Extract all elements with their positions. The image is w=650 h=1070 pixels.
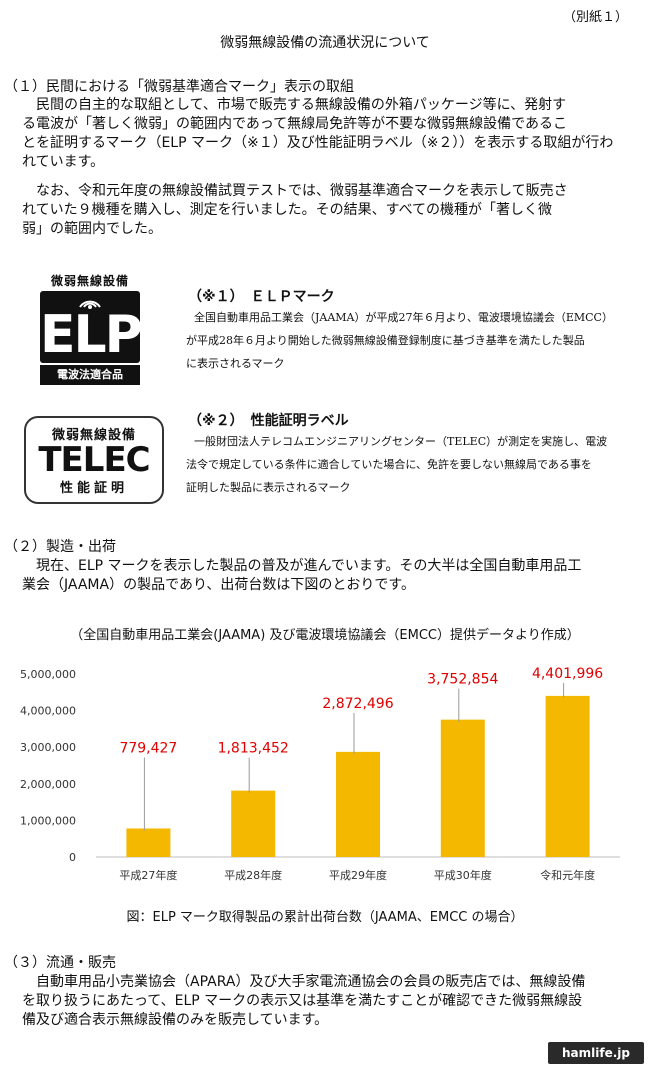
text-line: 全国自動車用品工業会（JAAMA）が平成27年６月より、電波環境協議会（EMCC…: [194, 311, 613, 324]
text-line: とを証明するマーク（ELP マーク（※１）及び性能証明ラベル（※２））を表示する…: [22, 135, 614, 151]
x-tick-label: 平成29年度: [329, 868, 387, 882]
elp-mark-logo: 微弱無線設備 ELP 電波法適合品: [40, 272, 143, 385]
elp-logo-box: ELP: [40, 291, 143, 365]
x-tick-label: 平成28年度: [224, 868, 282, 882]
text-line: 民間の自主的な取組として、市場で販売する無線設備の外箱パッケージ等に、発射す: [22, 97, 567, 113]
elp-logo-top-text: 微弱無線設備: [50, 274, 129, 288]
section1-para2: なお、令和元年度の無線設備試買テストでは、微弱基準適合マークを表示して販売さ れ…: [22, 182, 568, 239]
section3-para: 自動車用品小売業協会（APARA）及び大手家電流通協会の会員の販売店では、無線設…: [22, 973, 585, 1030]
text-line: 証明した製品に表示されるマーク: [186, 481, 351, 494]
text-line: 法令で規定している条件に適合していた場合に、免許を要しない無線局である事を: [186, 458, 592, 471]
bar-chart: 0 1,000,000 2,000,000 3,000,000 4,000,000 5,0…: [20, 666, 620, 882]
bar: [231, 790, 276, 857]
y-tick-label: 2,000,000: [20, 778, 76, 791]
y-tick-label: 1,000,000: [20, 814, 76, 827]
data-label: 779,427: [119, 740, 177, 756]
telec-logo-top-text: 微弱無線設備: [51, 428, 136, 443]
text-line: 現在、ELP マークを表示した製品の普及が進んでいます。その大半は全国自動車用品…: [22, 558, 582, 574]
figure-caption: 図：ELP マーク取得製品の累計出荷台数（JAAMA、EMCC の場合）: [126, 910, 524, 925]
section3-heading: （３）流通・販売: [4, 955, 116, 971]
bar: [545, 695, 590, 857]
y-tick-label: 4,000,000: [20, 705, 76, 718]
page-title: 微弱無線設備の流通状況について: [220, 35, 430, 51]
data-label: 2,872,496: [322, 696, 393, 712]
chart-source-caption: （全国自動車用品工業会(JAAMA) 及び電波環境協議会（EMCC）提供データよ…: [70, 628, 580, 643]
text-line: なお、令和元年度の無線設備試買テストでは、微弱基準適合マークを表示して販売さ: [22, 183, 568, 199]
note1-heading: （※１） ＥＬＰマーク: [188, 289, 335, 305]
elp-logo-bottom-text: 電波法適合品: [40, 365, 140, 385]
watermark-logo: hamlife.jp: [548, 1042, 644, 1064]
data-label: 1,813,452: [218, 741, 289, 757]
wireless-signal-icon: [79, 300, 101, 309]
data-label: 4,401,996: [532, 666, 603, 682]
section1-heading: （１）民間における「微弱基準適合マーク」表示の取組: [4, 79, 354, 95]
text-line: れていた９機種を購入し、測定を行いました。その結果、すべての機種が「著しく微: [22, 202, 553, 218]
text-line: る電波が「著しく微弱」の範囲内であって無線局免許等が不要な微弱無線設備であるこ: [22, 116, 568, 132]
section2-heading: （２）製造・出荷: [4, 539, 116, 555]
text-line: を取り扱うにあたって、ELP マークの表示又は基準を満たすことが確認できた微弱無…: [22, 993, 583, 1009]
text-line: 弱」の範囲内でした。: [22, 221, 162, 237]
elp-logo-letters: ELP: [40, 305, 143, 365]
y-tick-label: 3,000,000: [20, 741, 76, 754]
attachment-label: （別紙１）: [562, 10, 628, 25]
text-line: 業会（JAAMA）の製品であり、出荷台数は下図のとおりです。: [22, 577, 415, 593]
x-tick-label: 令和元年度: [540, 868, 595, 882]
bar: [336, 751, 380, 857]
text-line: 備及び適合表示無線設備のみを販売しています。: [22, 1012, 329, 1028]
x-tick-label: 平成30年度: [434, 868, 492, 882]
text-line: 自動車用品小売業協会（APARA）及び大手家電流通協会の会員の販売店では、無線設…: [22, 974, 586, 990]
section2-para: 現在、ELP マークを表示した製品の普及が進んでいます。その大半は全国自動車用品…: [22, 557, 581, 595]
telec-logo-letters: TELEC: [38, 440, 150, 480]
y-tick-label: 0: [69, 851, 76, 864]
note2-heading: （※２） 性能証明ラベル: [188, 413, 349, 429]
bar: [126, 828, 171, 857]
text-line: に表示されるマーク: [186, 357, 285, 370]
telec-logo-bottom-text: 性能証明: [59, 481, 128, 496]
note2-body: 一般財団法人テレコムエンジニアリングセンター（TELEC）が測定を実施し、電波 …: [186, 430, 607, 499]
section1-para1: 民間の自主的な取組として、市場で販売する無線設備の外箱パッケージ等に、発射す る…: [22, 96, 613, 172]
text-line: れています。: [22, 154, 105, 170]
data-label: 3,752,854: [427, 672, 498, 688]
y-tick-label: 5,000,000: [20, 668, 76, 681]
x-tick-label: 平成27年度: [119, 868, 177, 882]
bar: [440, 719, 485, 857]
text-line: 一般財団法人テレコムエンジニアリングセンター（TELEC）が測定を実施し、電波: [194, 435, 608, 448]
telec-label-logo: 微弱無線設備 TELEC 性能証明: [24, 416, 164, 504]
note1-body: 全国自動車用品工業会（JAAMA）が平成27年６月より、電波環境協議会（EMCC…: [186, 306, 613, 375]
text-line: が平成28年６月より開始した微弱無線設備登録制度に基づき基準を満たした製品: [186, 334, 585, 347]
